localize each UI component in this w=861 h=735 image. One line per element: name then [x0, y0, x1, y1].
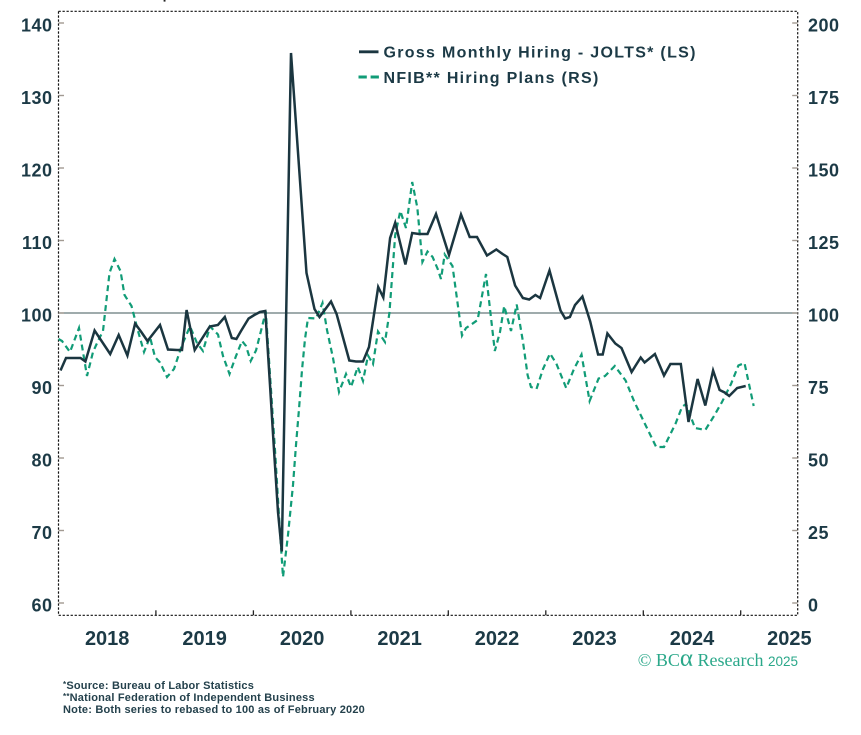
- svg-text:2025: 2025: [767, 628, 812, 650]
- svg-text:140: 140: [21, 16, 53, 36]
- svg-text:Gross Monthly Hiring - JOLTS*: Gross Monthly Hiring - JOLTS* (LS): [384, 45, 697, 62]
- svg-text:80: 80: [31, 451, 52, 471]
- svg-text:2023: 2023: [572, 628, 617, 650]
- svg-text:*Source: Bureau of Labor Stati: *Source: Bureau of Labor Statistics: [63, 680, 254, 692]
- svg-text:125: 125: [808, 233, 840, 253]
- svg-text:70: 70: [31, 523, 52, 543]
- svg-text:200: 200: [808, 16, 840, 36]
- svg-text:60: 60: [31, 596, 52, 616]
- svg-text:NFIB** Hiring Plans (RS): NFIB** Hiring Plans (RS): [384, 70, 600, 87]
- svg-text:2022: 2022: [475, 628, 520, 650]
- svg-text:25: 25: [808, 523, 829, 543]
- svg-text:**National Federation of Indep: **National Federation of Independent Bus…: [63, 692, 315, 704]
- svg-text:110: 110: [22, 233, 53, 253]
- svg-text:2019: 2019: [182, 628, 227, 650]
- svg-text:100: 100: [21, 306, 53, 326]
- svg-text:2021: 2021: [377, 628, 422, 650]
- svg-text:2024: 2024: [670, 628, 715, 650]
- svg-text:2020: 2020: [280, 628, 325, 650]
- svg-text:130: 130: [21, 88, 53, 108]
- svg-text:175: 175: [808, 88, 840, 108]
- svg-text:150: 150: [808, 161, 840, 181]
- svg-text:120: 120: [21, 161, 53, 181]
- svg-text:90: 90: [31, 378, 52, 398]
- svg-text:75: 75: [808, 378, 829, 398]
- svg-text:2018: 2018: [85, 628, 130, 650]
- svg-text:100: 100: [808, 306, 840, 326]
- svg-text:Note: Both series to rebased t: Note: Both series to rebased to 100 as o…: [63, 704, 365, 716]
- svg-text:50: 50: [808, 451, 829, 471]
- svg-text:© BCα Research 2025: © BCα Research 2025: [638, 645, 798, 672]
- svg-text:0: 0: [808, 596, 819, 616]
